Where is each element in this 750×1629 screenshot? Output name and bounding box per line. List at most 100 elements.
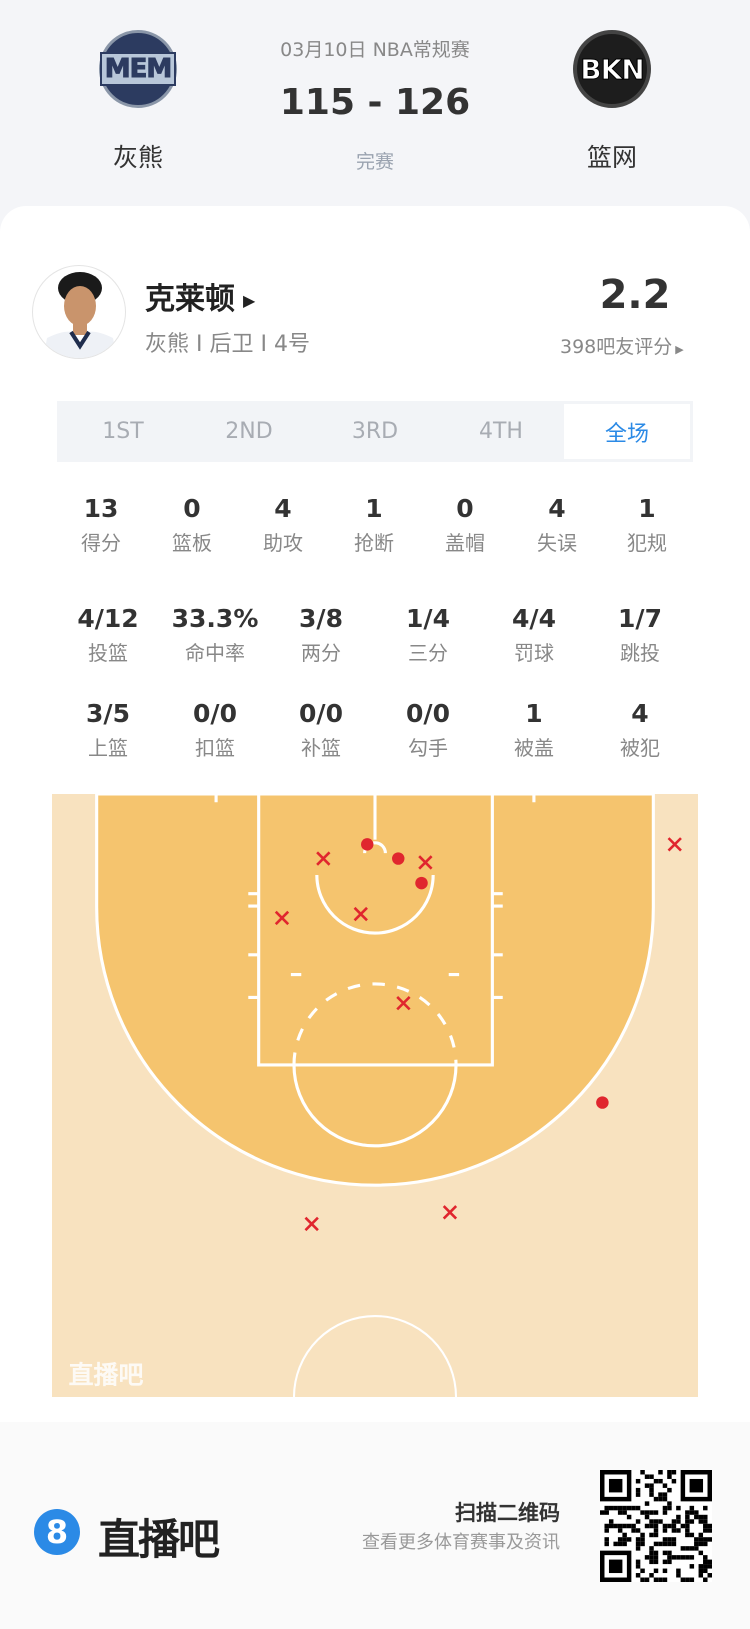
qr-module <box>649 1555 654 1560</box>
stat-label: 犯规 <box>627 531 667 555</box>
stat-stats_row1-0: 13 得分 <box>81 494 121 556</box>
away-team-name[interactable]: 篮网 <box>586 143 637 172</box>
qr-module <box>707 1564 712 1569</box>
stat-label: 被犯 <box>620 736 660 760</box>
qr-module <box>676 1519 681 1524</box>
player-name[interactable]: 克莱顿 ▶ <box>145 282 256 317</box>
qr-module <box>676 1505 681 1511</box>
qr-module <box>662 1496 668 1502</box>
qr-module <box>649 1573 654 1578</box>
qr-module <box>617 1541 623 1547</box>
missed-shot-marker <box>442 1205 458 1220</box>
qr-module <box>707 1559 712 1565</box>
qr-module <box>635 1492 641 1497</box>
player-avatar[interactable] <box>32 265 126 359</box>
qr-module <box>653 1550 659 1556</box>
qr-module <box>653 1568 659 1574</box>
qr-module <box>649 1519 654 1524</box>
qr-module <box>694 1537 699 1542</box>
stat-value: 4/12 <box>77 604 139 633</box>
stat-value: 4 <box>274 494 292 523</box>
match-score: 115 - 126 <box>279 82 471 123</box>
qr-module <box>667 1505 672 1511</box>
stat-label: 失误 <box>537 531 577 555</box>
qr-module <box>658 1492 663 1497</box>
qr-module <box>707 1523 712 1529</box>
tab-3rd[interactable]: 3RD <box>351 419 399 444</box>
qr-module <box>635 1528 641 1533</box>
made-shot-marker <box>596 1096 609 1109</box>
stat-label: 抢断 <box>354 531 394 555</box>
qr-module <box>703 1519 708 1524</box>
qr-module <box>680 1555 686 1560</box>
stat-value: 0/0 <box>193 699 237 728</box>
home-team-name[interactable]: 灰熊 <box>112 143 163 172</box>
tab-4th[interactable]: 4TH <box>479 419 523 444</box>
qr-module <box>685 1555 690 1560</box>
qr-module <box>653 1577 659 1582</box>
memphis-logo[interactable]: MEM <box>99 30 177 108</box>
qr-module <box>689 1478 704 1493</box>
qr-module <box>689 1510 695 1515</box>
qr-module <box>685 1514 690 1520</box>
qr-module <box>635 1541 641 1547</box>
qr-module <box>707 1573 712 1578</box>
qr-module <box>698 1564 704 1569</box>
brooklyn-logo[interactable]: BKN <box>573 30 651 108</box>
missed-shot-marker <box>316 851 331 866</box>
match-date-league: 03月10日 NBA常规赛 <box>280 39 470 61</box>
qr-module <box>604 1505 609 1511</box>
stat-label: 命中率 <box>184 641 245 665</box>
qr-module <box>653 1541 659 1547</box>
stat-value: 1 <box>525 699 543 728</box>
stat-value: 4 <box>548 494 566 523</box>
qr-module <box>689 1555 695 1560</box>
qr-code[interactable] <box>600 1470 712 1582</box>
qr-module <box>689 1505 695 1511</box>
qr-module <box>662 1510 668 1515</box>
tab-full-game[interactable]: 全场 <box>564 404 690 459</box>
stat-stats_row2-1: 33.3% 命中率 <box>172 604 259 666</box>
qr-module <box>653 1532 659 1538</box>
qr-module <box>671 1541 677 1547</box>
qr-module <box>626 1537 632 1542</box>
stat-stats_row3-5: 4 被犯 <box>620 699 660 761</box>
stat-stats_row3-0: 3/5 上篮 <box>86 699 130 761</box>
stat-stats_row2-3: 1/4 三分 <box>406 604 450 666</box>
qr-module <box>676 1514 681 1520</box>
qr-module <box>644 1474 650 1479</box>
stat-value: 4/4 <box>512 604 556 633</box>
qr-module <box>698 1537 704 1542</box>
footer: 8 直播吧 扫描二维码 查看更多体育赛事及资讯 <box>0 1422 750 1629</box>
qr-module <box>631 1505 636 1511</box>
qr-module <box>703 1523 708 1529</box>
qr-module <box>662 1568 668 1574</box>
qr-module <box>698 1514 704 1520</box>
qr-module <box>635 1564 641 1569</box>
qr-module <box>685 1519 690 1524</box>
qr-module <box>667 1541 672 1547</box>
qr-module <box>617 1537 623 1542</box>
qr-module <box>662 1505 668 1511</box>
qr-module <box>662 1537 668 1542</box>
qr-module <box>622 1505 627 1511</box>
qr-module <box>617 1505 623 1511</box>
qr-module <box>662 1523 668 1529</box>
qr-module <box>689 1519 695 1524</box>
qr-module <box>703 1577 708 1582</box>
stat-value: 1 <box>638 494 656 523</box>
player-info: 灰熊 I 后卫 I 4号 <box>145 332 310 357</box>
tab-2nd[interactable]: 2ND <box>225 419 273 444</box>
qr-module <box>640 1568 645 1574</box>
qr-module <box>604 1523 609 1529</box>
rating-count-link[interactable]: 398吧友评分 ▶ <box>560 336 684 358</box>
qr-module <box>653 1559 659 1565</box>
qr-module <box>707 1528 712 1533</box>
tab-1st[interactable]: 1ST <box>102 419 144 444</box>
qr-module <box>608 1523 614 1529</box>
qr-module <box>635 1537 641 1542</box>
made-shot-marker <box>361 838 374 851</box>
qr-module <box>671 1528 677 1533</box>
qr-module <box>671 1523 677 1529</box>
stat-label: 扣篮 <box>194 736 235 760</box>
